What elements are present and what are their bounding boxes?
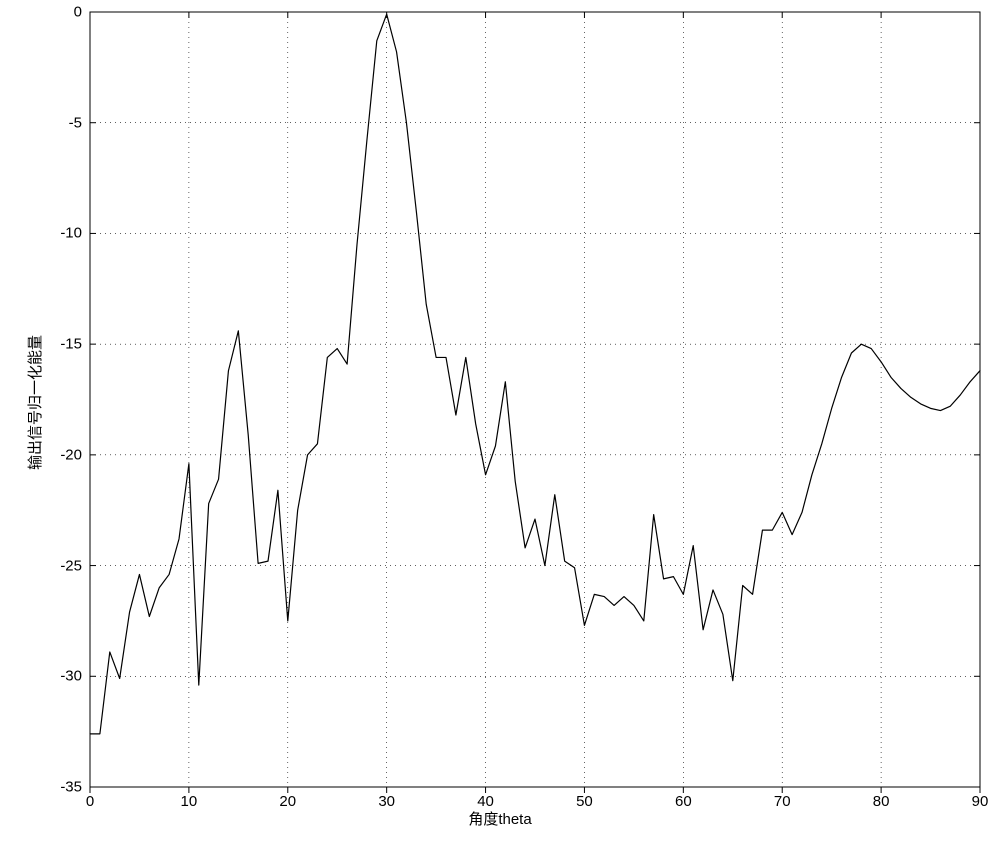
y-tick: -30 [60, 668, 82, 685]
y-tick: -10 [60, 225, 82, 242]
y-tick: -35 [60, 779, 82, 796]
x-tick: 50 [576, 793, 593, 810]
y-tick: -20 [60, 446, 82, 463]
x-tick: 10 [181, 793, 198, 810]
x-tick: 0 [86, 793, 94, 810]
y-tick: -25 [60, 557, 82, 574]
x-tick: 80 [873, 793, 890, 810]
x-tick: 70 [774, 793, 791, 810]
y-tick: -5 [69, 114, 82, 131]
x-axis-label: 角度theta [468, 808, 531, 829]
x-tick: 20 [279, 793, 296, 810]
x-tick: 30 [378, 793, 395, 810]
chart-svg [0, 0, 1000, 836]
x-tick: 90 [972, 793, 989, 810]
y-tick: -15 [60, 336, 82, 353]
y-tick: 0 [74, 4, 82, 21]
x-tick: 40 [477, 793, 494, 810]
x-tick: 60 [675, 793, 692, 810]
y-axis-label: 输出信号归一化能量 [24, 335, 45, 470]
line-chart: 输出信号归一化能量 角度theta 0 10 20 30 40 50 60 70 80 90 -3… [0, 0, 1000, 836]
